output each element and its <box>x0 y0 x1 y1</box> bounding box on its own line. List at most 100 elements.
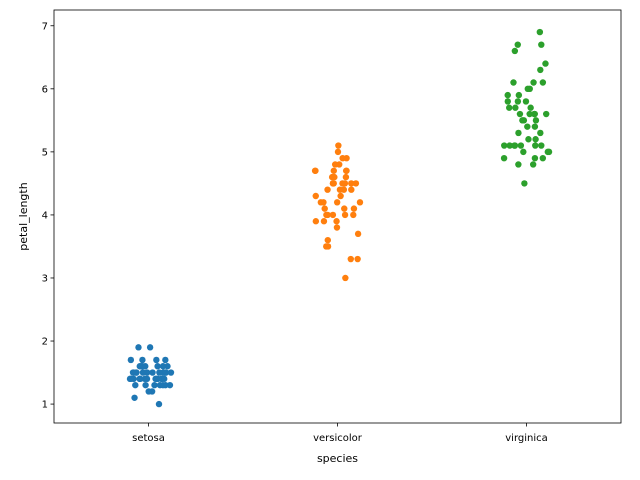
data-point <box>312 218 320 225</box>
y-axis-label: petal_length <box>17 182 30 250</box>
data-point <box>320 199 327 206</box>
data-point <box>538 41 545 48</box>
y-axis: 1 2 3 4 5 6 7 <box>42 21 54 411</box>
data-point <box>312 192 319 200</box>
data-point <box>342 274 349 282</box>
data-point <box>532 117 540 124</box>
data-point <box>506 104 513 111</box>
data-point <box>324 236 331 244</box>
data-point <box>149 369 156 376</box>
data-point <box>162 369 169 376</box>
data-point <box>131 394 138 401</box>
data-point <box>342 173 350 181</box>
data-point <box>166 381 174 389</box>
data-point <box>512 104 519 111</box>
data-point <box>333 218 340 225</box>
data-point <box>331 161 339 168</box>
data-point <box>537 66 544 74</box>
data-point <box>522 98 530 105</box>
data-point <box>146 344 154 351</box>
data-point <box>142 381 149 389</box>
data-point <box>500 154 508 162</box>
data-point <box>517 142 525 149</box>
data-points <box>126 28 553 408</box>
data-point <box>529 161 537 168</box>
data-point <box>151 381 158 389</box>
data-point <box>347 255 354 263</box>
data-point <box>324 243 332 250</box>
data-point <box>142 363 149 370</box>
data-point <box>153 356 160 364</box>
data-point <box>531 154 539 162</box>
data-point <box>136 363 143 370</box>
data-point <box>139 356 146 364</box>
data-point <box>154 363 161 370</box>
data-point <box>320 218 328 225</box>
data-point <box>340 186 348 193</box>
data-point <box>504 98 511 105</box>
data-point <box>531 123 539 130</box>
data-point <box>348 186 355 193</box>
y-tick-label: 3 <box>42 273 48 284</box>
data-point <box>356 199 364 206</box>
data-point <box>127 356 135 364</box>
data-point <box>330 167 337 174</box>
data-point <box>145 388 152 395</box>
data-point <box>159 363 167 370</box>
data-point <box>341 211 349 219</box>
data-point <box>164 363 171 370</box>
data-point <box>511 47 519 55</box>
x-tick-label: setosa <box>132 433 165 444</box>
data-point <box>167 369 175 376</box>
data-point <box>510 79 517 86</box>
data-point <box>539 154 547 162</box>
data-point <box>514 41 521 48</box>
data-point <box>348 180 355 187</box>
data-point <box>532 136 539 143</box>
data-point <box>132 381 139 389</box>
data-point <box>354 255 361 263</box>
data-point <box>333 199 341 206</box>
data-point <box>542 60 549 67</box>
data-point <box>537 129 544 137</box>
data-point <box>539 79 547 86</box>
data-point <box>330 180 337 187</box>
data-point <box>514 98 522 105</box>
data-point <box>156 369 163 376</box>
data-point <box>135 344 142 351</box>
data-point <box>329 211 337 219</box>
data-point <box>324 186 331 193</box>
data-point <box>337 192 344 200</box>
data-point <box>544 148 551 156</box>
data-point <box>324 211 331 219</box>
y-tick-label: 4 <box>42 210 48 221</box>
data-point <box>143 375 151 383</box>
data-point <box>527 104 534 111</box>
data-point <box>524 85 531 93</box>
data-point <box>155 400 163 408</box>
data-point <box>511 142 519 149</box>
data-point <box>335 142 342 149</box>
y-tick-label: 1 <box>42 400 48 411</box>
y-tick-label: 7 <box>42 21 48 32</box>
data-point <box>343 167 350 174</box>
data-point <box>536 28 544 36</box>
x-axis-label: species <box>317 452 358 465</box>
data-point <box>137 375 144 383</box>
data-point <box>524 123 531 130</box>
data-point <box>333 224 341 231</box>
data-point <box>321 205 328 212</box>
data-point <box>526 110 533 118</box>
data-point <box>506 142 513 149</box>
x-tick-label: versicolor <box>313 433 363 444</box>
data-point <box>525 136 532 143</box>
data-point <box>543 110 550 118</box>
y-tick-label: 5 <box>42 147 48 158</box>
data-point <box>339 180 346 187</box>
data-point <box>161 375 168 383</box>
data-point <box>312 167 319 174</box>
data-point <box>530 79 537 86</box>
data-point <box>515 161 522 168</box>
